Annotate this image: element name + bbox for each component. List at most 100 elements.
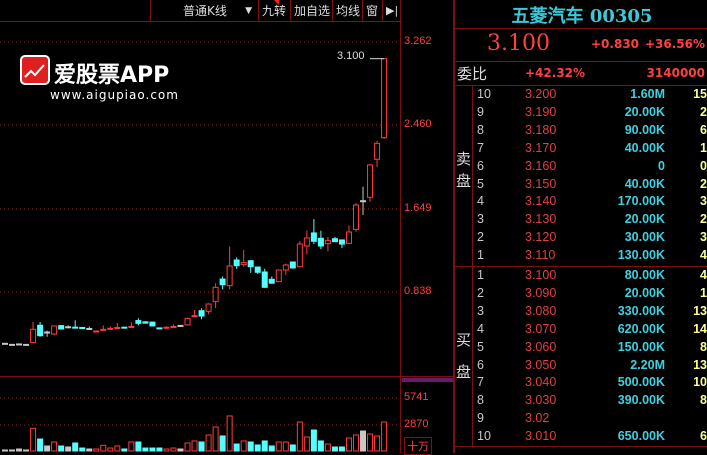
candle-body xyxy=(374,142,381,160)
row-level: 7 xyxy=(477,375,484,390)
bid-row[interactable]: 1 3.100 80.00K 4 xyxy=(475,268,707,286)
volume-bar xyxy=(30,427,37,452)
candle-body xyxy=(247,260,254,268)
candle-body xyxy=(142,321,149,324)
candle-body xyxy=(86,328,93,331)
row-order-count: 15 xyxy=(693,87,707,101)
row-level: 6 xyxy=(477,158,484,173)
ask-row[interactable]: 1 3.110 130.00K 4 xyxy=(475,248,707,266)
candle-body xyxy=(303,237,310,247)
ask-row[interactable]: 5 3.150 40.00K 2 xyxy=(475,177,707,195)
row-volume: 390.00K xyxy=(617,393,665,408)
candle-body xyxy=(107,327,114,330)
bid-row[interactable]: 6 3.050 2.20M 13 xyxy=(475,358,707,376)
candle-body xyxy=(2,342,8,345)
candle-body xyxy=(205,303,212,312)
ask-row[interactable]: 6 3.160 0 0 xyxy=(475,159,707,177)
price-change: +0.830 xyxy=(591,37,640,51)
row-volume: 330.00K xyxy=(617,303,665,318)
row-level: 8 xyxy=(477,122,484,137)
window-button[interactable]: 窗 xyxy=(362,0,381,22)
volume-bar xyxy=(254,444,261,452)
bid-row[interactable]: 3 3.080 330.00K 13 xyxy=(475,304,707,322)
arrow-right-bar-icon[interactable]: ▶| xyxy=(382,0,401,22)
row-order-count: 13 xyxy=(693,357,707,372)
row-level: 7 xyxy=(477,140,484,155)
volume-bar xyxy=(247,441,254,452)
bid-row[interactable]: 2 3.090 20.00K 1 xyxy=(475,286,707,304)
volume-bar xyxy=(72,442,79,452)
ask-row[interactable]: 9 3.190 20.00K 2 xyxy=(475,105,707,123)
bid-row[interactable]: 9 3.02 xyxy=(475,411,707,429)
volume-bar xyxy=(2,449,8,452)
candle-body xyxy=(324,240,331,245)
bid-row[interactable]: 5 3.060 150.00K 8 xyxy=(475,340,707,358)
candle-body xyxy=(163,326,170,329)
row-price: 3.130 xyxy=(525,212,557,227)
row-volume: 30.00K xyxy=(624,230,665,245)
candle-body xyxy=(128,325,135,328)
bid-row[interactable]: 10 3.010 650.00K 6 xyxy=(475,429,707,447)
volume-bar xyxy=(240,440,247,452)
row-price: 3.040 xyxy=(525,375,557,390)
volume-bar xyxy=(317,440,324,452)
row-level: 1 xyxy=(477,268,484,282)
candle-body xyxy=(72,326,79,329)
ask-row[interactable]: 7 3.170 40.00K 1 xyxy=(475,141,707,159)
ask-row[interactable]: 10 3.200 1.60M 15 xyxy=(475,87,707,105)
price-tick: 0.838 xyxy=(404,285,432,297)
row-volume: 40.00K xyxy=(624,140,665,155)
row-price: 3.070 xyxy=(525,321,557,336)
volume-bar xyxy=(233,443,240,452)
volume-bar xyxy=(156,447,163,452)
candle-body xyxy=(296,243,303,268)
candle-body xyxy=(219,278,226,286)
candle-body xyxy=(93,330,100,333)
kline-type-select[interactable]: 普通K线 ▼ xyxy=(150,0,258,22)
row-volume: 20.00K xyxy=(624,104,665,119)
row-volume: 20.00K xyxy=(624,212,665,227)
candle-body xyxy=(121,326,128,329)
row-level: 3 xyxy=(477,303,484,318)
row-level: 5 xyxy=(477,176,484,191)
row-order-count: 10 xyxy=(693,375,707,390)
quote-panel: 五菱汽车 00305 3.100 +0.830 +36.56% 委比 +42.3… xyxy=(453,0,707,453)
candle-body xyxy=(367,164,374,198)
row-order-count: 13 xyxy=(693,303,707,318)
last-price-label: 3.100 xyxy=(337,50,365,62)
row-price: 3.140 xyxy=(525,194,557,209)
volume-panel-handle[interactable] xyxy=(402,378,453,382)
candle-body xyxy=(381,58,388,139)
ask-row[interactable]: 2 3.120 30.00K 3 xyxy=(475,230,707,248)
volume-bar xyxy=(100,444,107,452)
nine-turn-button[interactable]: 九转 xyxy=(258,0,289,22)
volume-bar xyxy=(198,441,205,452)
ask-row[interactable]: 4 3.140 170.00K 3 xyxy=(475,194,707,212)
add-watchlist-button[interactable]: 加自选 xyxy=(290,0,333,22)
row-volume: 0 xyxy=(658,158,665,173)
volume-bar xyxy=(345,437,352,452)
row-price: 3.060 xyxy=(525,339,557,354)
candle-body xyxy=(79,326,86,330)
row-order-count: 8 xyxy=(700,339,707,354)
candle-body xyxy=(170,325,177,328)
bid-row[interactable]: 8 3.030 390.00K 8 xyxy=(475,393,707,411)
candle-body xyxy=(360,200,367,203)
row-price: 3.02 xyxy=(525,411,550,426)
ask-row[interactable]: 3 3.130 20.00K 2 xyxy=(475,212,707,230)
row-price: 3.090 xyxy=(525,285,557,300)
kline-chart[interactable] xyxy=(0,0,453,453)
row-level: 2 xyxy=(477,285,484,300)
candle-body xyxy=(149,321,156,327)
bid-row[interactable]: 7 3.040 500.00K 10 xyxy=(475,375,707,393)
bid-row[interactable]: 4 3.070 620.00K 14 xyxy=(475,322,707,340)
order-ratio-label: 委比 xyxy=(457,65,488,83)
ask-row[interactable]: 8 3.180 90.00K 6 xyxy=(475,123,707,141)
row-order-count: 4 xyxy=(700,268,707,282)
volume-bar xyxy=(93,448,100,452)
candle-body xyxy=(23,343,30,346)
ma-button[interactable]: 均线 xyxy=(332,0,363,22)
volume-bar xyxy=(226,415,233,452)
candle-body xyxy=(268,278,275,284)
row-order-count: 6 xyxy=(700,122,707,137)
